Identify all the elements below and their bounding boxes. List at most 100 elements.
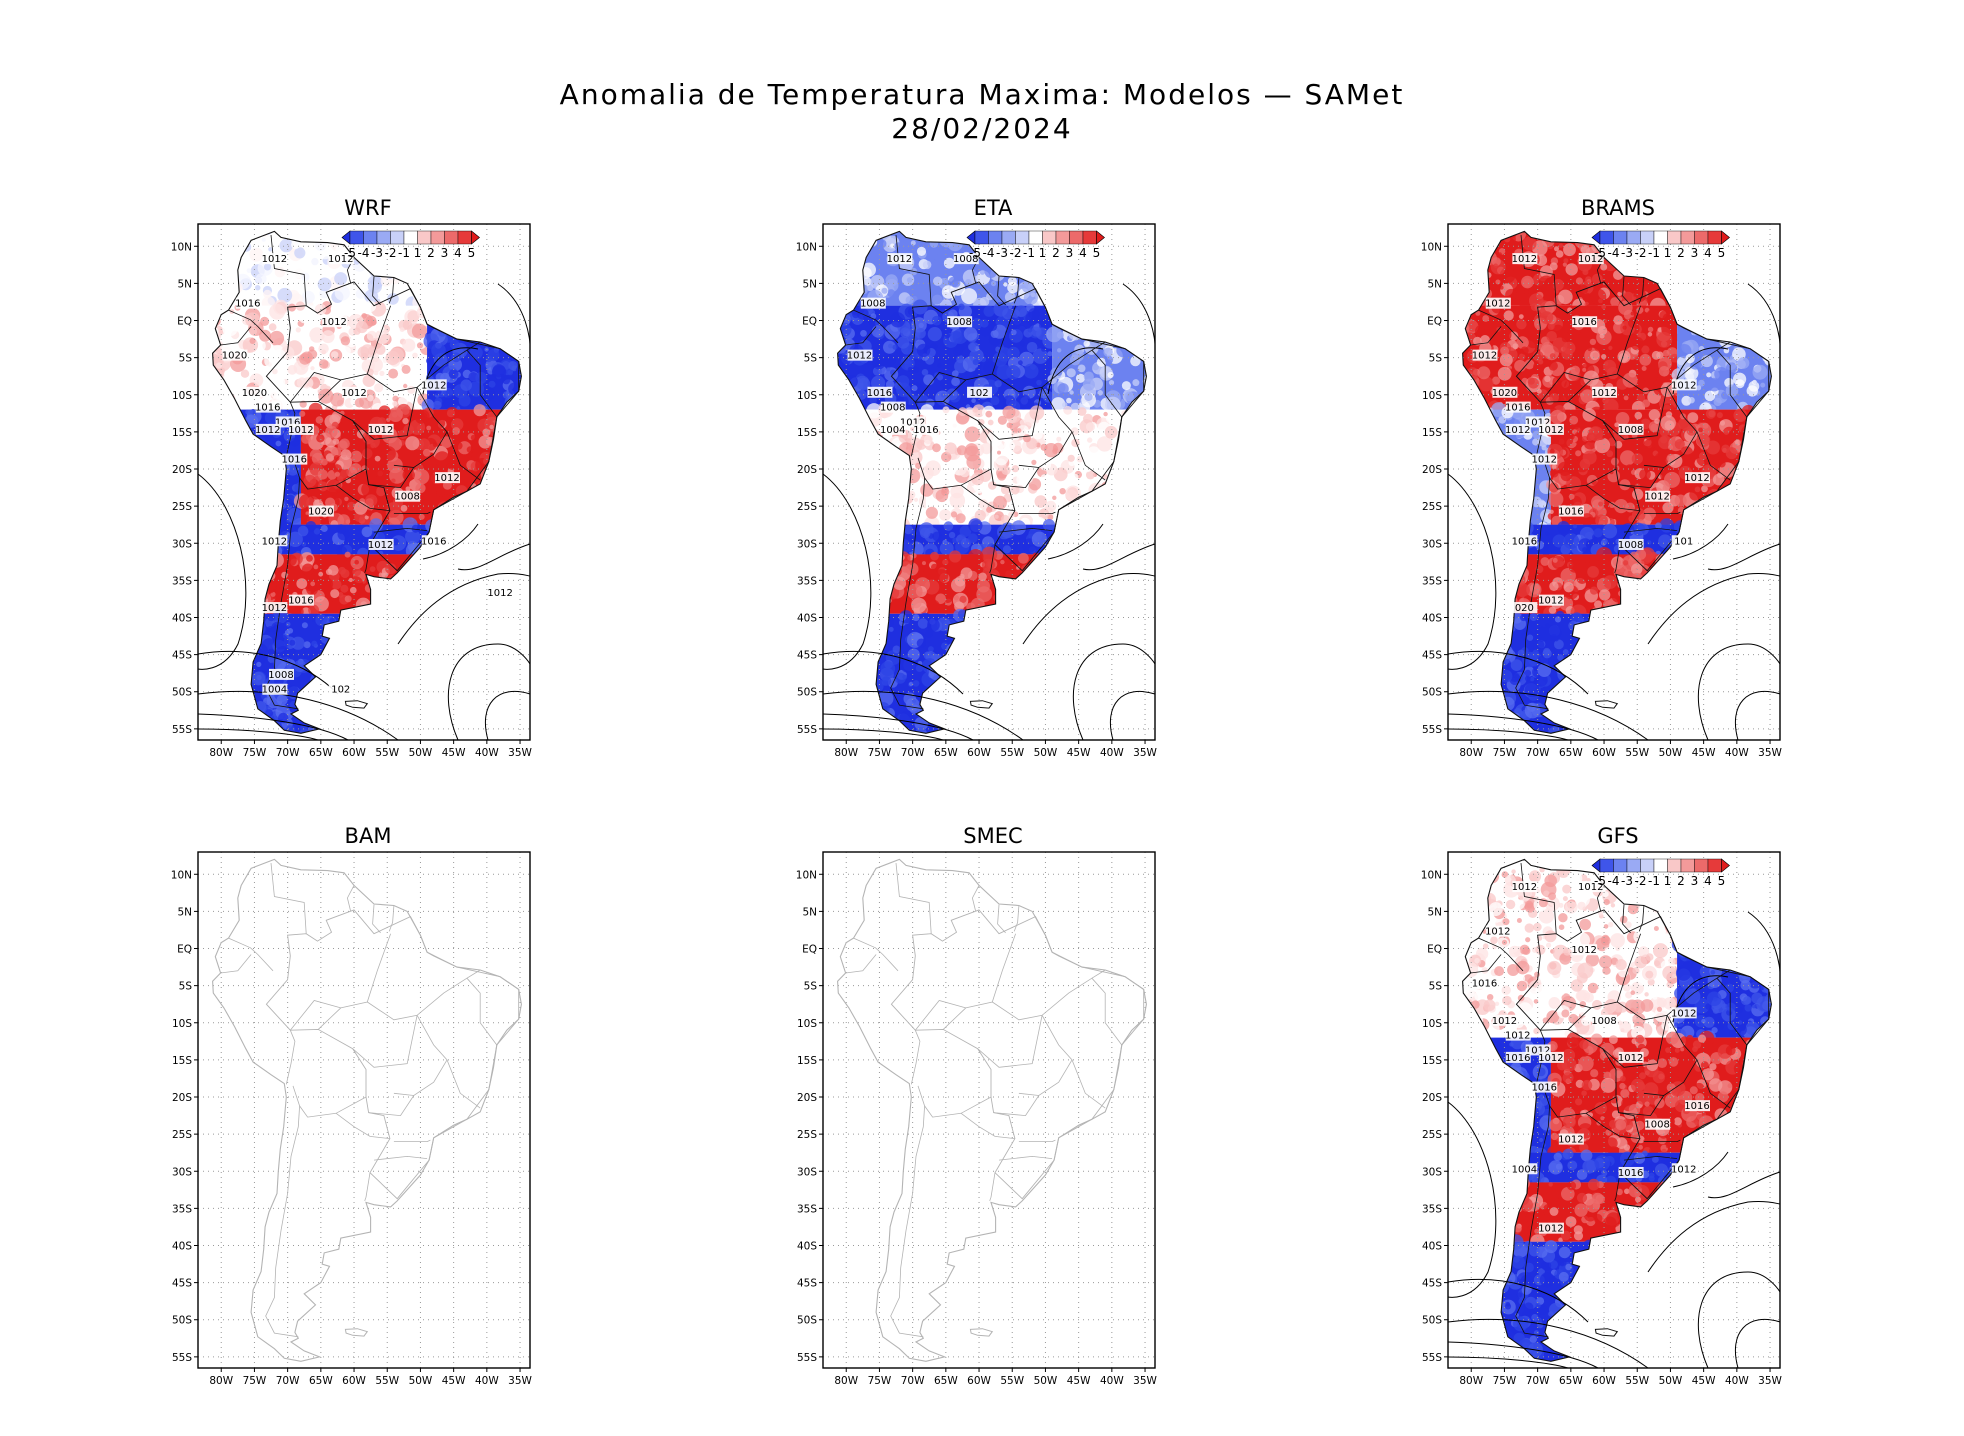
isobar-label: 1012 [1671,380,1696,391]
isobar-label: 1016 [1558,507,1583,518]
lat-tick-label: 45S [797,1278,817,1290]
isobar-label: 1016 [421,536,446,547]
lat-tick-label: 30S [1422,538,1442,550]
colorbar-swatch [1653,230,1668,245]
lat-tick-label: EQ [1427,316,1442,328]
colorbar-label: -3 [996,246,1008,260]
lon-tick-label: 80W [1459,1375,1483,1387]
lon-tick-label: 65W [309,747,333,759]
lat-tick-label: EQ [802,944,817,956]
colorbar-label: -5 [344,246,356,260]
lat-tick-label: 45S [172,1278,192,1290]
isobar-label: 1012 [1532,455,1557,466]
lat-tick-label: 50S [1422,1315,1442,1327]
map-frame [197,223,531,741]
lon-tick-label: 50W [1659,1375,1683,1387]
isobar-label: 1012 [255,425,280,436]
brazil-border [890,909,1145,1200]
colorbar-gfs: -5 -4 -3 -2 -1 1 2 3 4 5 [1591,858,1730,888]
colorbar-label: -1 [1648,874,1660,888]
isobar-label: 1016 [1472,979,1497,990]
colorbar-label: 1 [1664,246,1672,260]
lat-tick-label: 10S [172,390,192,402]
map-panel-smec: 10N 5N EQ 5S 10S 15S 20S 25S 30S 35S 40S 45S 50S 55S 8… [796,851,1158,1387]
colorbar-swatch [1599,858,1614,873]
lat-tick-label: 50S [1422,687,1442,699]
lon-tick-label: 55W [1625,747,1649,759]
colorbar-label: 4 [1704,246,1712,260]
map-panel-wrf: 1012 1012 1016 1012 1020 1020 1016 1016 1012 1012… [171,223,533,759]
lat-tick-label: 45S [172,650,192,662]
colorbar-label: 2 [427,246,435,260]
lat-tick-label: 5S [179,981,193,993]
lat-tick-label: 25S [797,1129,817,1141]
lon-tick-label: 70W [901,1375,925,1387]
isobar-label: 1012 [262,536,287,547]
isobar-label: 1008 [394,492,419,503]
lon-tick-label: 45W [442,747,466,759]
colorbar-label: 5 [1718,874,1726,888]
lat-tick-label: 5N [802,278,817,290]
isobar-label: 1012 [421,380,446,391]
lat-tick-label: 10S [1422,390,1442,402]
falkland-islands [969,1328,994,1337]
lat-tick-label: 40S [797,1240,817,1252]
colorbar-label: 3 [441,246,449,260]
lat-tick-label: 10N [796,241,817,253]
lat-tick-label: 30S [797,1166,817,1178]
lat-tick-label: 40S [172,612,192,624]
lon-tick-label: 35W [1133,1375,1157,1387]
isobar-label: 1016 [275,417,300,428]
lat-tick-label: EQ [802,316,817,328]
isobar-label: 1016 [913,425,938,436]
lat-tick-label: 50S [172,1315,192,1327]
colorbar-label: -1 [1023,246,1035,260]
panel-title-eta: ETA [973,196,1013,220]
colorbar-label: -2 [1635,246,1647,260]
lat-tick-label: 15S [797,1055,817,1067]
lon-tick-label: 80W [1459,747,1483,759]
colorbar-label: -2 [1010,246,1022,260]
lat-tick-label: 35S [797,1203,817,1215]
isobar-label: 1012 [1472,351,1497,362]
lat-tick-label: 10S [797,390,817,402]
isobar-label: 1008 [268,670,293,681]
isobar-label: 1012 [1538,1224,1563,1235]
lon-tick-label: 70W [901,747,925,759]
colorbar-label: -4 [1608,246,1620,260]
falkland-islands [1594,700,1619,709]
lat-tick-label: 35S [797,575,817,587]
lat-tick-label: 20S [797,464,817,476]
colorbar-swatch [1626,858,1641,873]
isobar-label: 1012 [1525,417,1550,428]
colorbar-swatch [1667,858,1682,873]
lon-tick-label: 35W [1133,747,1157,759]
isobar-label: 1004 [1512,1164,1537,1175]
colorbar-label: 2 [1052,246,1060,260]
colorbar-swatch [1640,230,1655,245]
colorbar-label: 1 [1664,874,1672,888]
colorbar-swatch [363,230,378,245]
lat-tick-label: 55S [172,1352,192,1364]
isobar-label: 1012 [1558,1135,1583,1146]
colorbar-swatch [1082,230,1097,245]
falkland-islands [1594,1328,1619,1337]
lat-tick-label: 20S [797,1092,817,1104]
lat-tick-label: 50S [172,687,192,699]
colorbar-swatch [974,230,989,245]
colorbar-label: -1 [1648,246,1660,260]
colorbar-swatch [988,230,1003,245]
lat-tick-label: 55S [797,1352,817,1364]
isobar-label: 1012 [1671,1008,1696,1019]
isobar-label: 1016 [1505,403,1530,414]
colorbar-label: -3 [1621,246,1633,260]
isobar-label: 1012 [1505,425,1530,436]
lat-tick-label: 5N [802,906,817,918]
colorbar-swatch [417,230,432,245]
lon-tick-label: 40W [1100,747,1124,759]
colorbar-label: 2 [1677,246,1685,260]
lat-tick-label: 35S [1422,1203,1442,1215]
